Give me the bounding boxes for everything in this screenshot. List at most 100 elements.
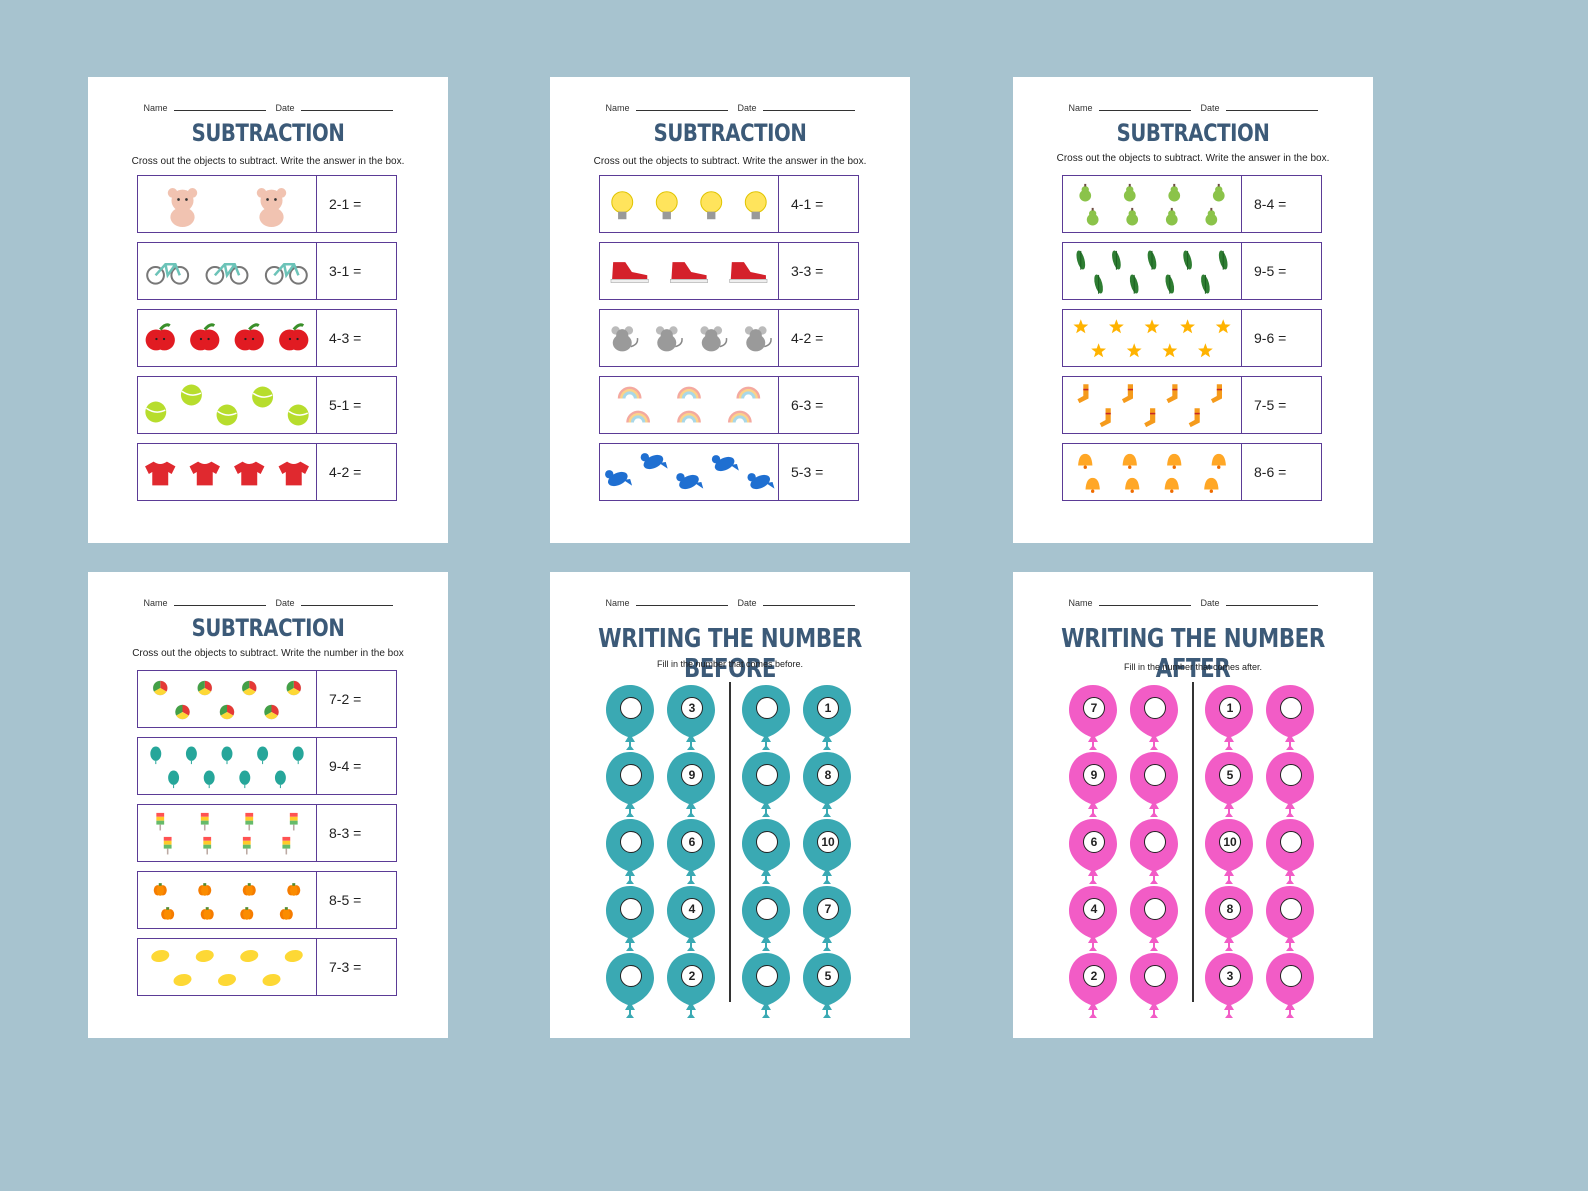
mouse-icon[interactable] (611, 326, 639, 352)
equation-answer-box[interactable]: 7-5 = (1254, 397, 1287, 413)
pear-icon[interactable] (1205, 207, 1218, 226)
objects-box[interactable] (600, 176, 779, 232)
answer-circle[interactable] (1280, 965, 1302, 987)
teddy-bear-icon[interactable] (256, 188, 287, 227)
sock-icon[interactable] (1166, 384, 1178, 404)
balloon-icon[interactable] (150, 746, 162, 765)
date-line[interactable] (300, 596, 393, 606)
objects-box[interactable] (1063, 444, 1242, 500)
bird-icon[interactable] (711, 454, 739, 474)
equation-answer-box[interactable]: 9-5 = (1254, 263, 1287, 279)
answer-circle[interactable] (756, 965, 778, 987)
objects-box[interactable] (138, 939, 317, 995)
light-bulb-icon[interactable] (744, 191, 767, 220)
name-line[interactable] (173, 101, 266, 111)
name-line[interactable] (173, 596, 266, 606)
balloon-icon[interactable] (239, 770, 251, 789)
bell-icon[interactable] (1211, 453, 1226, 469)
pumpkin-icon[interactable] (242, 883, 256, 896)
lemon-icon[interactable] (217, 972, 237, 987)
answer-circle[interactable] (1144, 831, 1166, 853)
tennis-ball-icon[interactable] (180, 384, 202, 406)
bird-icon[interactable] (605, 469, 633, 489)
answer-circle[interactable] (1280, 697, 1302, 719)
objects-box[interactable] (1063, 377, 1242, 433)
leaf-icon[interactable] (1217, 250, 1229, 271)
apple-icon[interactable] (279, 323, 309, 351)
star-icon[interactable] (1144, 319, 1160, 334)
answer-circle[interactable] (620, 764, 642, 786)
objects-box[interactable] (600, 377, 779, 433)
bird-icon[interactable] (747, 472, 775, 492)
date-line[interactable] (1225, 101, 1318, 111)
balloon-icon[interactable] (168, 770, 180, 789)
popsicle-icon[interactable] (242, 836, 251, 855)
equation-answer-box[interactable]: 4-1 = (791, 196, 824, 212)
balloon-icon[interactable] (257, 746, 269, 765)
pumpkin-icon[interactable] (153, 883, 167, 896)
equation-answer-box[interactable]: 7-3 = (329, 959, 362, 975)
equation-answer-box[interactable]: 6-3 = (791, 397, 824, 413)
pumpkin-icon[interactable] (279, 907, 293, 920)
t-shirt-icon[interactable] (189, 461, 220, 486)
date-line[interactable] (1225, 596, 1318, 606)
popsicle-icon[interactable] (282, 836, 291, 855)
answer-circle[interactable] (1144, 898, 1166, 920)
lemon-icon[interactable] (172, 972, 192, 987)
pumpkin-icon[interactable] (161, 907, 175, 920)
leaf-icon[interactable] (1075, 250, 1087, 271)
beach-ball-icon[interactable] (152, 680, 168, 696)
teddy-bear-icon[interactable] (167, 188, 198, 227)
equation-answer-box[interactable]: 8-3 = (329, 825, 362, 841)
t-shirt-icon[interactable] (278, 461, 309, 486)
popsicle-icon[interactable] (245, 812, 254, 831)
equation-answer-box[interactable]: 9-6 = (1254, 330, 1287, 346)
answer-circle[interactable] (1144, 764, 1166, 786)
equation-answer-box[interactable]: 7-2 = (329, 691, 362, 707)
popsicle-icon[interactable] (156, 812, 165, 831)
tennis-ball-icon[interactable] (216, 404, 238, 426)
leaf-icon[interactable] (1182, 250, 1194, 271)
star-icon[interactable] (1162, 343, 1178, 358)
light-bulb-icon[interactable] (611, 191, 634, 220)
bicycle-icon[interactable] (146, 263, 190, 285)
equation-answer-box[interactable]: 3-3 = (791, 263, 824, 279)
equation-answer-box[interactable]: 4-2 = (329, 464, 362, 480)
sock-icon[interactable] (1099, 408, 1111, 428)
pear-icon[interactable] (1168, 183, 1181, 202)
star-icon[interactable] (1180, 319, 1195, 334)
bell-icon[interactable] (1204, 477, 1219, 493)
date-line[interactable] (762, 101, 855, 111)
objects-box[interactable] (600, 444, 779, 500)
pumpkin-icon[interactable] (287, 883, 301, 896)
popsicle-icon[interactable] (203, 836, 212, 855)
popsicle-icon[interactable] (200, 812, 209, 831)
objects-box[interactable] (138, 738, 317, 794)
sock-icon[interactable] (1144, 408, 1156, 428)
tennis-ball-icon[interactable] (287, 404, 309, 426)
rainbow-icon[interactable] (677, 410, 701, 423)
beach-ball-icon[interactable] (286, 680, 302, 696)
t-shirt-icon[interactable] (145, 461, 176, 486)
objects-box[interactable] (138, 377, 317, 433)
equation-answer-box[interactable]: 5-1 = (329, 397, 362, 413)
beach-ball-icon[interactable] (264, 704, 279, 720)
answer-circle[interactable] (756, 831, 778, 853)
leaf-icon[interactable] (1093, 274, 1105, 295)
pear-icon[interactable] (1126, 207, 1139, 226)
objects-box[interactable] (600, 243, 779, 299)
leaf-icon[interactable] (1199, 274, 1211, 295)
name-line[interactable] (1098, 596, 1191, 606)
pear-icon[interactable] (1086, 207, 1099, 226)
rainbow-icon[interactable] (617, 386, 642, 399)
objects-box[interactable] (138, 176, 317, 232)
answer-circle[interactable] (620, 831, 642, 853)
objects-box[interactable] (138, 444, 317, 500)
t-shirt-icon[interactable] (234, 461, 265, 486)
equation-answer-box[interactable]: 5-3 = (791, 464, 824, 480)
pumpkin-icon[interactable] (200, 907, 214, 920)
objects-box[interactable] (138, 805, 317, 861)
leaf-icon[interactable] (1164, 274, 1176, 295)
mouse-icon[interactable] (744, 326, 772, 352)
sock-icon[interactable] (1121, 384, 1133, 404)
